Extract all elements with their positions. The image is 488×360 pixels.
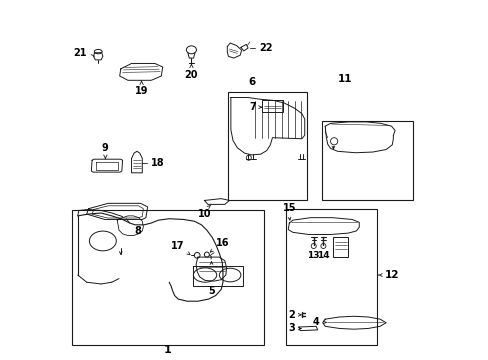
Text: 16: 16 [216,238,229,248]
Text: 6: 6 [248,77,256,87]
Bar [333,237,348,257]
Bar [72,211,264,345]
Text: 11: 11 [337,74,351,84]
Text: 5: 5 [208,286,214,296]
Text: 1: 1 [163,345,171,355]
Text: 19: 19 [135,86,148,96]
Bar [262,100,283,112]
Bar [285,209,376,345]
Text: 17: 17 [170,241,184,251]
Text: 7: 7 [249,102,255,112]
Text: 2: 2 [287,310,294,320]
Text: 14: 14 [316,251,329,260]
Text: 20: 20 [184,70,198,80]
Text: 21: 21 [73,48,86,58]
Text: 3: 3 [287,324,294,333]
Text: 12: 12 [384,270,398,280]
Text: 22: 22 [259,43,272,53]
Bar [228,92,306,200]
Bar [321,121,412,200]
Text: 15: 15 [282,203,295,213]
Text: 4: 4 [312,318,319,327]
Text: 8: 8 [134,226,141,236]
Text: 13: 13 [307,251,319,260]
Text: 10: 10 [198,210,211,219]
Text: 9: 9 [102,143,108,153]
Text: 18: 18 [150,158,164,168]
